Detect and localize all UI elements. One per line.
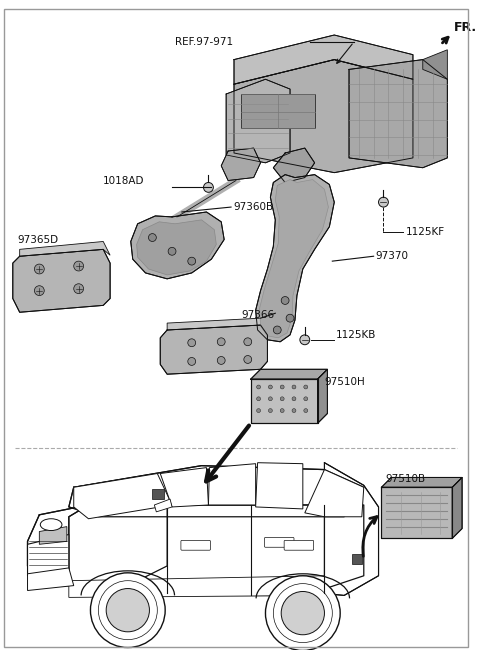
Polygon shape (256, 462, 303, 509)
FancyBboxPatch shape (264, 537, 294, 547)
FancyBboxPatch shape (181, 541, 210, 550)
Polygon shape (256, 174, 334, 342)
Polygon shape (423, 50, 447, 79)
Polygon shape (74, 474, 172, 519)
Circle shape (280, 397, 284, 401)
Circle shape (106, 588, 149, 632)
Polygon shape (221, 148, 261, 180)
Polygon shape (155, 499, 172, 512)
Polygon shape (69, 466, 364, 517)
Circle shape (304, 397, 308, 401)
Polygon shape (13, 249, 110, 312)
Polygon shape (69, 576, 324, 598)
Circle shape (74, 261, 84, 271)
Polygon shape (251, 379, 318, 423)
Text: 1018AD: 1018AD (103, 176, 145, 186)
Circle shape (90, 573, 165, 647)
Circle shape (244, 356, 252, 363)
Circle shape (304, 409, 308, 413)
Circle shape (280, 409, 284, 413)
Polygon shape (234, 35, 413, 84)
Polygon shape (226, 79, 290, 163)
Circle shape (292, 385, 296, 389)
Circle shape (217, 356, 225, 364)
Polygon shape (305, 470, 364, 517)
Polygon shape (39, 527, 67, 544)
Polygon shape (318, 369, 327, 423)
Circle shape (281, 592, 324, 635)
Circle shape (281, 297, 289, 304)
Circle shape (188, 358, 196, 365)
Polygon shape (160, 468, 208, 507)
Circle shape (257, 409, 261, 413)
Polygon shape (20, 241, 110, 256)
Polygon shape (452, 478, 462, 539)
Bar (352, 554, 362, 564)
Polygon shape (241, 94, 314, 129)
Circle shape (268, 397, 272, 401)
Text: 1125KF: 1125KF (406, 226, 445, 237)
Circle shape (188, 338, 196, 346)
Polygon shape (69, 505, 364, 596)
Polygon shape (27, 505, 167, 586)
Polygon shape (251, 369, 327, 379)
Circle shape (265, 576, 340, 651)
Ellipse shape (40, 519, 62, 531)
Bar (152, 489, 164, 499)
Text: FR.: FR. (454, 20, 478, 33)
Polygon shape (208, 464, 256, 505)
Circle shape (268, 409, 272, 413)
Polygon shape (131, 212, 224, 279)
Circle shape (188, 257, 196, 265)
Polygon shape (349, 60, 447, 168)
Circle shape (286, 314, 294, 322)
Polygon shape (137, 220, 216, 275)
Circle shape (292, 409, 296, 413)
Polygon shape (273, 148, 314, 182)
Circle shape (257, 397, 261, 401)
Circle shape (304, 385, 308, 389)
Circle shape (74, 284, 84, 294)
Circle shape (280, 385, 284, 389)
Polygon shape (382, 478, 462, 487)
Polygon shape (324, 462, 379, 596)
Circle shape (292, 397, 296, 401)
FancyBboxPatch shape (284, 541, 313, 550)
Circle shape (268, 385, 272, 389)
Polygon shape (234, 60, 413, 173)
Polygon shape (382, 487, 452, 539)
Circle shape (148, 234, 156, 241)
Circle shape (35, 286, 44, 296)
Text: 97370: 97370 (375, 251, 408, 261)
Polygon shape (260, 180, 328, 338)
Text: REF.97-971: REF.97-971 (175, 37, 233, 47)
Circle shape (168, 247, 176, 255)
Text: 97366: 97366 (241, 310, 274, 320)
Circle shape (35, 264, 44, 274)
Text: 1125KB: 1125KB (336, 330, 377, 340)
Polygon shape (160, 325, 267, 374)
Circle shape (244, 338, 252, 346)
Circle shape (217, 338, 225, 346)
Circle shape (273, 326, 281, 334)
Circle shape (379, 197, 388, 207)
Circle shape (204, 182, 213, 192)
Circle shape (257, 385, 261, 389)
Text: 97365D: 97365D (18, 234, 59, 245)
Text: 97510B: 97510B (385, 474, 426, 484)
Polygon shape (27, 535, 69, 576)
Polygon shape (167, 318, 267, 330)
Text: 97510H: 97510H (324, 377, 365, 387)
Polygon shape (27, 568, 74, 590)
Text: 97360B: 97360B (233, 202, 273, 212)
Circle shape (300, 335, 310, 344)
